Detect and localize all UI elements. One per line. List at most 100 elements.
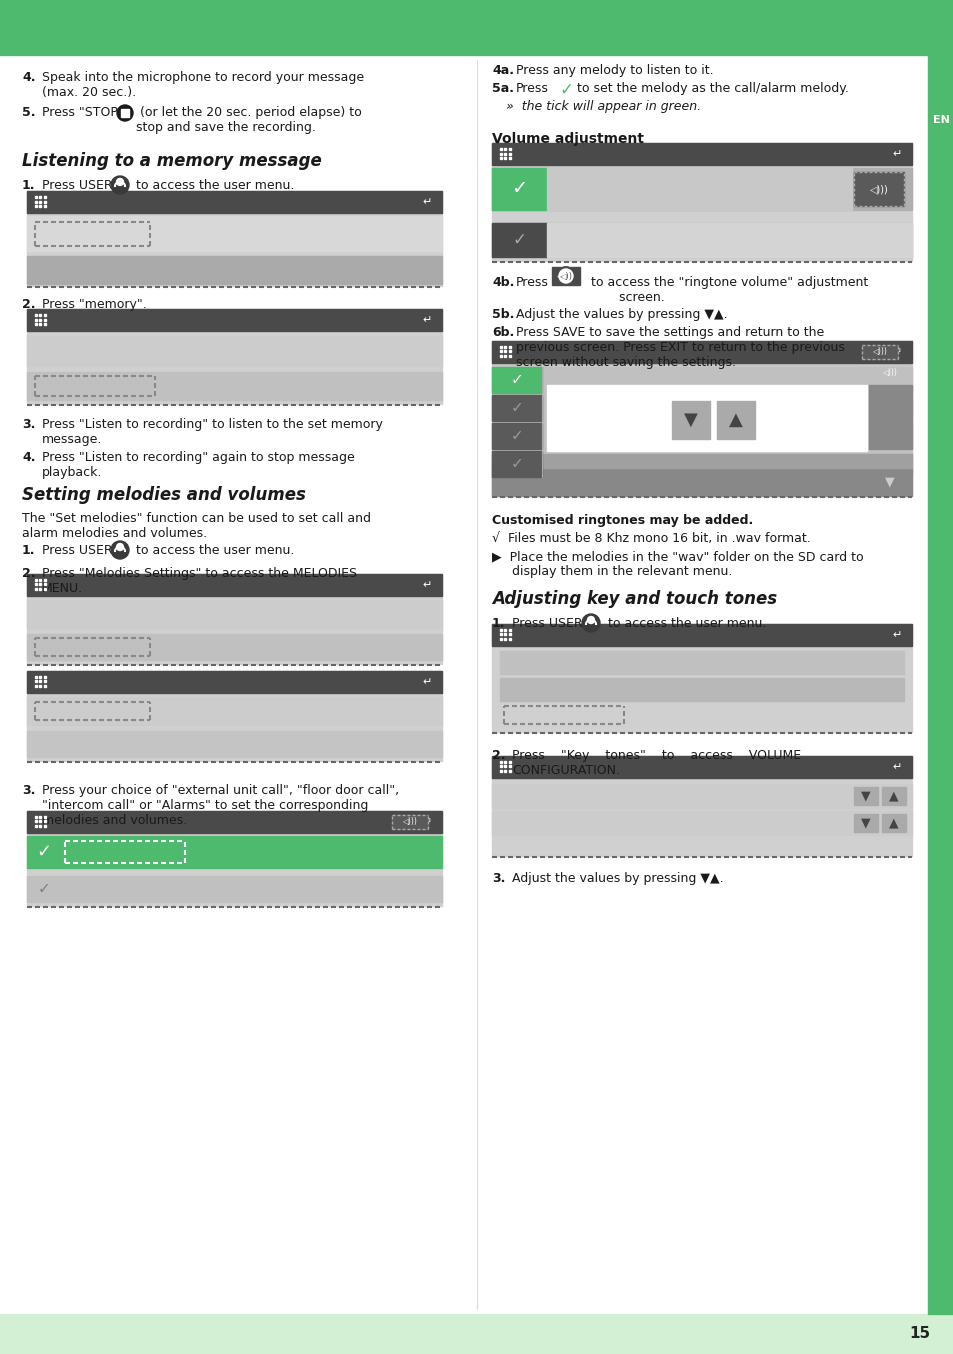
Bar	[509, 634, 511, 635]
Text: to access the user menu.: to access the user menu.	[132, 544, 294, 556]
Bar	[882, 787, 905, 806]
Text: 4.: 4.	[22, 70, 35, 84]
Text: 3.: 3.	[492, 872, 505, 886]
Circle shape	[557, 267, 575, 284]
Text: ↵: ↵	[892, 347, 901, 357]
Bar	[499, 651, 903, 674]
Circle shape	[581, 613, 599, 632]
Bar	[39, 681, 42, 682]
Bar	[492, 367, 541, 393]
Text: to access the "ringtone volume" adjustment
        screen.: to access the "ringtone volume" adjustme…	[586, 276, 867, 305]
Bar	[44, 196, 46, 198]
Text: to set the melody as the call/alarm melody.: to set the melody as the call/alarm melo…	[577, 83, 848, 95]
Text: 2.: 2.	[492, 749, 505, 762]
Bar	[862, 345, 897, 359]
Bar	[0, 0, 953, 56]
Bar	[35, 324, 37, 325]
Bar	[499, 638, 501, 640]
Bar	[504, 761, 506, 764]
Bar	[121, 110, 129, 116]
Bar	[504, 638, 506, 640]
Bar	[499, 355, 501, 357]
Circle shape	[557, 267, 575, 284]
Bar	[853, 814, 877, 831]
Bar	[499, 630, 501, 631]
Bar	[27, 372, 441, 399]
Bar	[27, 191, 441, 213]
Bar	[504, 157, 506, 158]
Bar	[499, 148, 501, 150]
Bar	[27, 309, 441, 403]
Bar	[39, 318, 42, 321]
Bar	[492, 341, 911, 363]
Text: Adjusting key and touch tones: Adjusting key and touch tones	[492, 590, 777, 608]
Text: 4a.: 4a.	[492, 64, 514, 77]
Bar	[35, 200, 37, 203]
Bar	[35, 685, 37, 686]
Text: 6b.: 6b.	[492, 326, 514, 338]
Text: Press any melody to listen to it.: Press any melody to listen to it.	[516, 64, 713, 77]
Text: ↵: ↵	[422, 315, 432, 325]
Text: 4.: 4.	[22, 451, 35, 464]
Bar	[546, 385, 866, 451]
Bar	[492, 144, 911, 261]
Text: Adjust the values by pressing ▼▲.: Adjust the values by pressing ▼▲.	[516, 307, 727, 321]
Bar	[39, 821, 42, 822]
Text: Speak into the microphone to record your message
(max. 20 sec.).: Speak into the microphone to record your…	[42, 70, 364, 99]
Bar	[44, 200, 46, 203]
Bar	[44, 588, 46, 590]
Text: ▲: ▲	[728, 412, 742, 429]
Text: ↵: ↵	[422, 580, 432, 590]
Bar	[35, 676, 37, 678]
Bar	[27, 672, 441, 761]
Bar	[35, 816, 37, 818]
Bar	[0, 1313, 953, 1354]
Bar	[499, 351, 501, 352]
Bar	[44, 318, 46, 321]
Text: ◁))): ◁)))	[402, 818, 417, 826]
Circle shape	[111, 542, 129, 559]
Bar	[39, 676, 42, 678]
Bar	[552, 267, 579, 284]
Bar	[504, 351, 506, 352]
Bar	[499, 153, 501, 154]
Bar	[44, 821, 46, 822]
Bar	[27, 191, 441, 286]
Bar	[44, 685, 46, 686]
Bar	[492, 784, 911, 808]
Text: to access the user menu.: to access the user menu.	[603, 617, 765, 630]
Bar	[499, 347, 501, 348]
Text: Press USER: Press USER	[42, 544, 112, 556]
Circle shape	[116, 543, 123, 551]
Text: 2.: 2.	[22, 567, 35, 580]
Bar	[882, 814, 905, 831]
Text: ▼: ▼	[861, 816, 870, 830]
Text: ◁))): ◁)))	[557, 272, 574, 280]
Bar	[509, 638, 511, 640]
Bar	[27, 309, 441, 330]
Bar	[499, 761, 501, 764]
Bar	[27, 811, 441, 906]
Bar	[504, 153, 506, 154]
Text: ↵: ↵	[422, 816, 432, 827]
Bar	[546, 223, 911, 257]
Text: Adjust the values by pressing ▼▲.: Adjust the values by pressing ▼▲.	[512, 872, 723, 886]
Text: ◁))): ◁)))	[882, 368, 897, 378]
Text: ✓: ✓	[37, 881, 51, 896]
Text: 2.: 2.	[22, 298, 35, 311]
Bar	[509, 765, 511, 768]
Bar	[492, 144, 911, 165]
Circle shape	[117, 106, 132, 121]
Bar	[27, 835, 441, 868]
Circle shape	[587, 616, 594, 623]
Bar	[504, 630, 506, 631]
Text: ↵: ↵	[892, 149, 901, 158]
Text: ↵: ↵	[422, 196, 432, 207]
Bar	[671, 401, 709, 439]
Bar	[39, 588, 42, 590]
Bar	[35, 825, 37, 827]
Bar	[509, 351, 511, 352]
Text: ▼: ▼	[683, 412, 698, 429]
Text: ▼: ▼	[884, 475, 894, 489]
Text: ◁))): ◁)))	[872, 348, 886, 356]
